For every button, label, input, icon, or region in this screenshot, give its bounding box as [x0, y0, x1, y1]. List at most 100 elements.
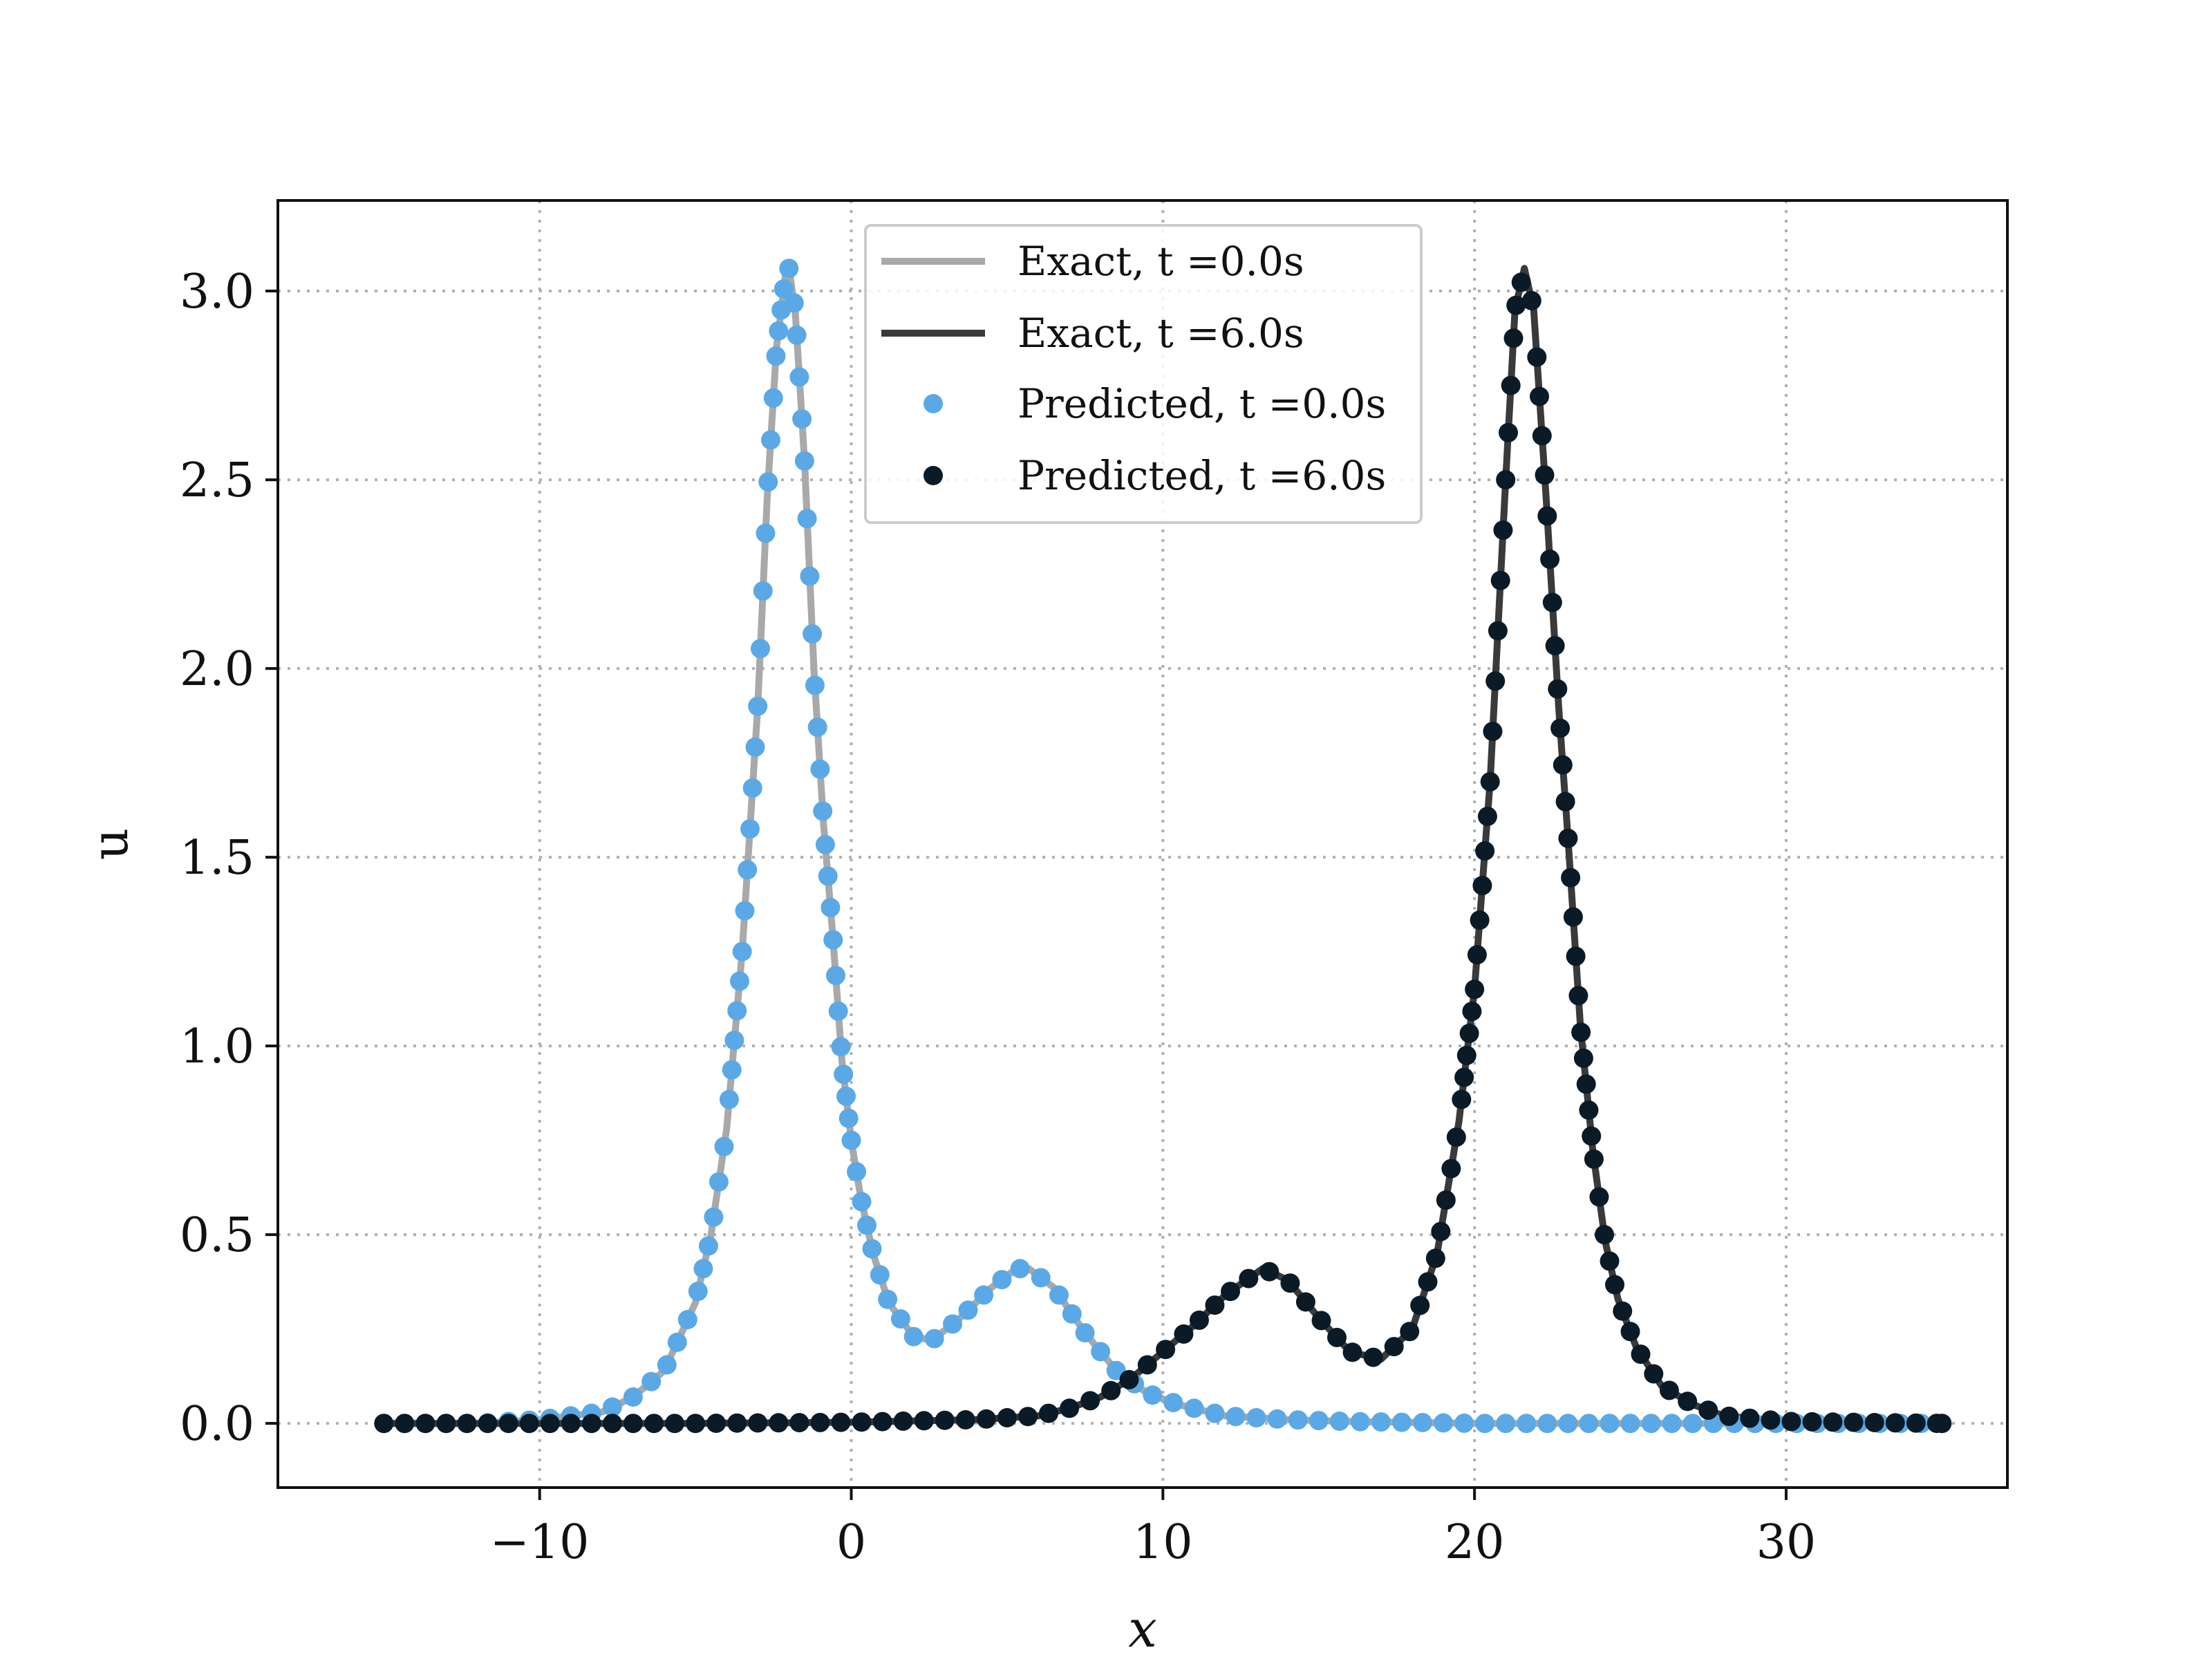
data-point: [1584, 1149, 1604, 1169]
data-point: [1532, 426, 1552, 446]
data-point: [805, 675, 825, 695]
data-point: [1485, 671, 1506, 691]
data-point: [1537, 506, 1557, 526]
data-point: [1475, 841, 1495, 861]
data-point: [727, 1001, 747, 1021]
data-point: [698, 1236, 718, 1256]
data-point: [1511, 272, 1531, 292]
data-point: [872, 1412, 892, 1432]
data-point: [751, 639, 770, 659]
data-point: [862, 1239, 882, 1259]
data-point: [1613, 1301, 1633, 1321]
data-point: [1589, 1187, 1609, 1207]
data-point: [789, 1413, 809, 1433]
y-tick-label: 3.0: [180, 265, 254, 319]
data-point: [738, 860, 758, 880]
data-point: [677, 1310, 697, 1329]
y-axis-title: u: [81, 828, 139, 860]
data-point: [1010, 1259, 1030, 1279]
y-tick-label: 1.0: [180, 1020, 254, 1074]
data-point: [1459, 1023, 1479, 1043]
data-point: [1493, 520, 1513, 540]
data-point: [1490, 570, 1510, 590]
legend-swatch-predicted-t0: [924, 394, 943, 413]
x-tick-label: 0: [836, 1515, 866, 1570]
data-point: [1600, 1251, 1620, 1271]
data-point: [1456, 1045, 1477, 1065]
data-point: [838, 1108, 859, 1128]
data-point: [974, 1285, 994, 1305]
data-point: [756, 523, 776, 543]
data-point: [1582, 1126, 1602, 1146]
data-point: [1631, 1344, 1651, 1365]
data-point: [724, 1030, 744, 1050]
data-point: [1595, 1225, 1614, 1245]
data-point: [1189, 1310, 1209, 1330]
data-point: [667, 1332, 687, 1352]
data-point: [602, 1397, 622, 1417]
legend-label-exact-t0: Exact, t =0.0s: [1018, 238, 1304, 285]
data-point: [1698, 1400, 1718, 1421]
data-point: [374, 1414, 394, 1434]
data-point: [763, 388, 783, 408]
data-point: [826, 966, 845, 986]
data-point: [823, 930, 843, 950]
data-point: [1864, 1413, 1884, 1432]
data-point: [457, 1414, 477, 1434]
legend: Exact, t =0.0s Exact, t =6.0s Predicted,…: [864, 224, 1423, 524]
data-point: [1662, 1414, 1682, 1434]
x-axis-title: x: [1128, 1600, 1157, 1659]
plot-frame: [276, 199, 2009, 1489]
data-point: [1342, 1342, 1362, 1362]
data-point: [1221, 1282, 1240, 1302]
data-point: [753, 581, 773, 601]
data-point: [766, 346, 786, 366]
data-point: [1571, 1022, 1591, 1042]
data-point: [976, 1409, 996, 1429]
data-point: [1566, 946, 1586, 966]
data-point: [847, 1162, 866, 1182]
data-point: [1475, 1414, 1495, 1434]
data-point: [1579, 1414, 1599, 1434]
data-point: [1156, 1340, 1176, 1360]
data-point: [1418, 1272, 1438, 1292]
data-point: [657, 1355, 677, 1375]
data-point: [641, 1371, 662, 1391]
data-point: [1555, 791, 1575, 812]
data-point: [1280, 1273, 1300, 1293]
data-point: [1496, 470, 1516, 490]
legend-label-exact-t6: Exact, t =6.0s: [1018, 310, 1304, 357]
data-point: [794, 451, 814, 471]
data-point: [1483, 722, 1503, 742]
data-point: [1823, 1412, 1843, 1432]
data-point: [498, 1414, 518, 1434]
data-point: [1259, 1262, 1280, 1282]
x-tick-label: 10: [1133, 1515, 1193, 1570]
data-point: [1329, 1412, 1349, 1431]
data-point: [1683, 1414, 1703, 1434]
data-point: [893, 1411, 913, 1431]
data-point: [1517, 1414, 1537, 1434]
data-point: [1410, 1295, 1430, 1315]
data-point: [831, 1037, 851, 1057]
y-tick-label: 1.5: [180, 831, 254, 885]
data-point: [1205, 1295, 1225, 1315]
data-point: [890, 1309, 910, 1329]
data-point: [1363, 1347, 1383, 1367]
data-point: [1441, 1159, 1461, 1179]
data-point: [1137, 1355, 1157, 1375]
data-point: [787, 325, 807, 345]
data-point: [722, 1060, 742, 1080]
data-point: [852, 1192, 872, 1212]
legend-box: [864, 224, 1423, 524]
data-point: [1527, 347, 1547, 367]
data-point: [1075, 1323, 1095, 1343]
data-point: [943, 1314, 962, 1334]
data-point: [709, 1172, 729, 1192]
data-point: [1350, 1412, 1370, 1432]
data-point: [1400, 1322, 1420, 1342]
data-point: [1659, 1380, 1679, 1400]
data-point: [1550, 718, 1571, 738]
data-point: [1205, 1403, 1225, 1423]
